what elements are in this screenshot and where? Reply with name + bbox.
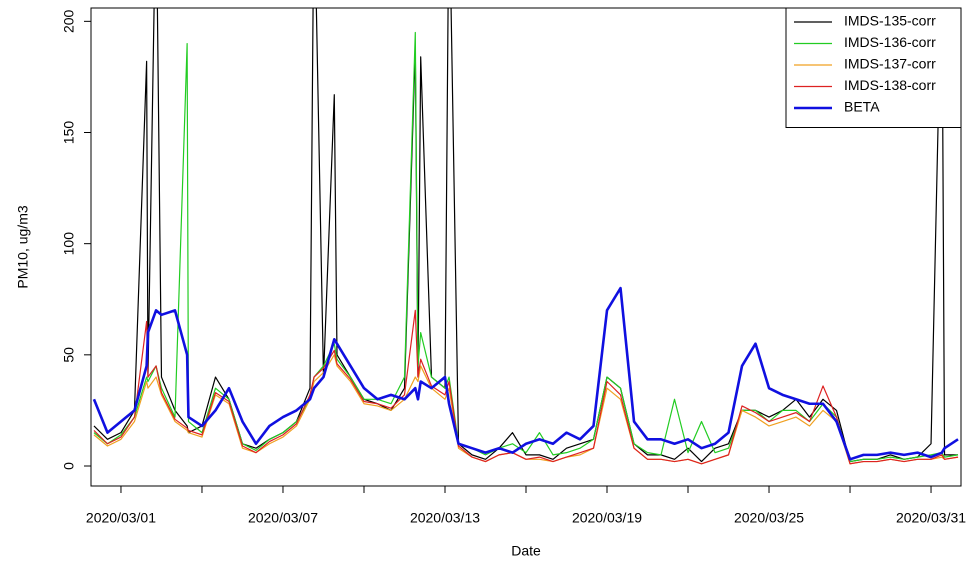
y-tick-label: 200 xyxy=(61,9,77,33)
x-tick-label: 2020/03/31 xyxy=(896,510,966,526)
series-line xyxy=(93,309,959,465)
x-tick-label: 2020/03/07 xyxy=(248,510,318,526)
x-tick-label: 2020/03/13 xyxy=(410,510,480,526)
legend-label: IMDS-136-corr xyxy=(844,34,936,50)
series-line xyxy=(92,286,959,461)
x-tick-label: 2020/03/01 xyxy=(86,510,156,526)
y-tick-label: 100 xyxy=(61,232,77,256)
legend-label: IMDS-138-corr xyxy=(844,77,936,93)
x-tick-label: 2020/03/25 xyxy=(734,510,804,526)
x-tick-label: 2020/03/19 xyxy=(572,510,642,526)
y-axis-label: PM10, ug/m3 xyxy=(15,205,31,288)
y-tick-label: 150 xyxy=(61,121,77,145)
y-tick-label: 50 xyxy=(61,347,77,363)
legend-label: IMDS-135-corr xyxy=(844,13,936,29)
plot-area xyxy=(92,8,959,465)
legend-label: IMDS-137-corr xyxy=(844,56,936,72)
legend-label: BETA xyxy=(844,99,880,115)
y-tick-label: 0 xyxy=(61,462,77,470)
x-axis-label: Date xyxy=(511,543,541,559)
series-line xyxy=(93,8,959,463)
